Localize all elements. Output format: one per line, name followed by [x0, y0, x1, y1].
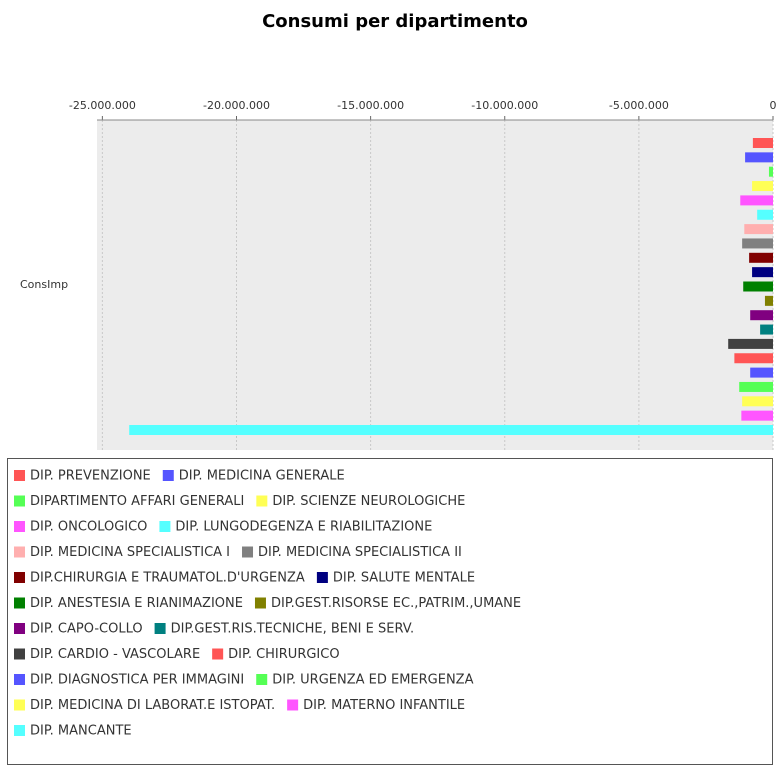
- bar: [739, 381, 773, 392]
- bar: [757, 209, 773, 220]
- bar: [742, 238, 773, 249]
- legend-label: DIP.GEST.RIS.TECNICHE, BENI E SERV.: [171, 622, 415, 637]
- bar: [750, 367, 773, 378]
- legend-swatch: [14, 521, 25, 532]
- bar: [768, 166, 773, 177]
- legend-swatch: [242, 546, 254, 558]
- legend-label: DIP. MEDICINA SPECIALISTICA I: [30, 545, 230, 560]
- legend-swatch: [162, 470, 174, 481]
- legend-label: DIP.GEST.RISORSE EC.,PATRIM.,UMANE: [271, 596, 521, 611]
- bar: [741, 410, 773, 421]
- legend-label: DIP. SCIENZE NEUROLOGICHE: [272, 494, 465, 509]
- legend-label: DIP. ONCOLOGICO: [30, 520, 147, 535]
- legend-label: DIP.CHIRURGIA E TRAUMATOL.D'URGENZA: [30, 571, 305, 586]
- legend-label: DIP. MEDICINA GENERALE: [179, 469, 345, 484]
- category-label: ConsImp: [20, 278, 68, 291]
- legend-swatch: [159, 521, 171, 532]
- legend-label: DIP. DIAGNOSTICA PER IMMAGINI: [30, 673, 244, 688]
- x-tick-label: 0: [770, 99, 777, 112]
- bar: [752, 181, 773, 192]
- legend-swatch: [256, 674, 268, 685]
- plot-area: [97, 120, 773, 450]
- legend-label: DIP. MEDICINA SPECIALISTICA II: [258, 545, 462, 560]
- legend-label: DIP. PREVENZIONE: [30, 469, 151, 484]
- bar: [752, 267, 773, 278]
- bar: [749, 252, 773, 263]
- bar: [740, 195, 773, 206]
- bar: [129, 425, 773, 435]
- legend-swatch: [14, 648, 25, 660]
- legend-label: DIP. CARDIO - VASCOLARE: [30, 647, 200, 662]
- x-tick-label: -20.000.000: [203, 99, 270, 112]
- chart-title: Consumi per dipartimento: [262, 11, 528, 32]
- legend-box: [7, 458, 773, 765]
- legend-swatch: [14, 572, 25, 583]
- legend-label: DIP. LUNGODEGENZA E RIABILITAZIONE: [175, 520, 432, 535]
- legend-swatch: [14, 725, 25, 736]
- x-tick-label: -25.000.000: [69, 99, 136, 112]
- bar: [750, 310, 773, 321]
- bar: [734, 353, 773, 364]
- legend-label: DIP. MATERNO INFANTILE: [303, 698, 465, 713]
- legend-label: DIP. CHIRURGICO: [228, 647, 339, 662]
- bar: [744, 224, 773, 235]
- legend-swatch: [14, 597, 25, 609]
- x-tick-label: -10.000.000: [471, 99, 538, 112]
- legend-swatch: [212, 648, 224, 660]
- legend-swatch: [14, 699, 25, 711]
- legend-swatch: [14, 495, 25, 507]
- legend-swatch: [287, 699, 299, 711]
- x-tick-label: -5.000.000: [609, 99, 669, 112]
- legend-swatch: [254, 597, 266, 609]
- legend-label: DIP. CAPO-COLLO: [30, 622, 143, 637]
- bar: [760, 324, 773, 335]
- legend-label: DIP. MANCANTE: [30, 724, 132, 739]
- legend-swatch: [14, 623, 25, 634]
- legend-swatch: [14, 674, 25, 685]
- legend-swatch: [154, 623, 166, 634]
- legend-label: DIP. ANESTESIA E RIANIMAZIONE: [30, 596, 243, 611]
- legend-label: DIP. SALUTE MENTALE: [333, 571, 475, 586]
- bar: [728, 338, 773, 349]
- legend-label: DIP. URGENZA ED EMERGENZA: [272, 673, 473, 688]
- x-tick-label: -15.000.000: [337, 99, 404, 112]
- legend-swatch: [14, 546, 25, 558]
- bar: [764, 295, 773, 306]
- bar: [752, 138, 773, 148]
- legend-swatch: [256, 495, 268, 507]
- legend-label: DIP. MEDICINA DI LABORAT.E ISTOPAT.: [30, 698, 275, 713]
- bar: [742, 396, 773, 407]
- legend-swatch: [316, 572, 328, 583]
- legend-swatch: [14, 470, 25, 481]
- bar: [743, 281, 773, 292]
- bar: [745, 152, 773, 163]
- legend-label: DIPARTIMENTO AFFARI GENERALI: [30, 494, 244, 509]
